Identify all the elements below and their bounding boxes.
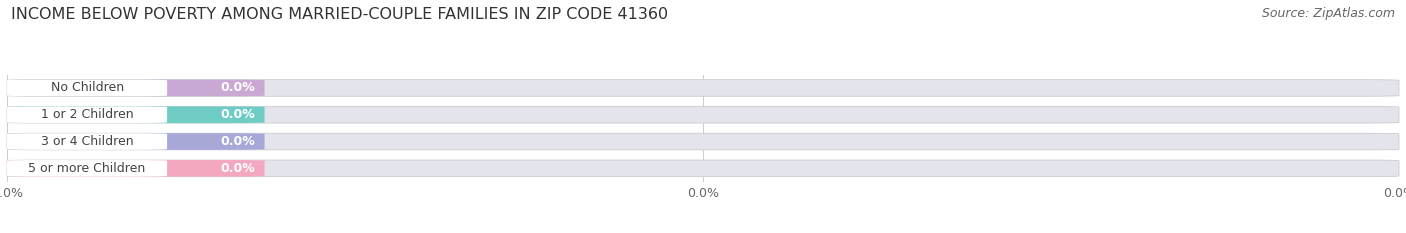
FancyBboxPatch shape [7, 133, 167, 150]
FancyBboxPatch shape [7, 106, 167, 123]
FancyBboxPatch shape [7, 160, 264, 177]
Text: 1 or 2 Children: 1 or 2 Children [41, 108, 134, 121]
Text: 0.0%: 0.0% [221, 108, 254, 121]
FancyBboxPatch shape [7, 80, 167, 96]
FancyBboxPatch shape [7, 133, 1399, 150]
Text: No Children: No Children [51, 82, 124, 94]
FancyBboxPatch shape [7, 133, 264, 150]
Text: 0.0%: 0.0% [221, 82, 254, 94]
FancyBboxPatch shape [7, 80, 1399, 96]
FancyBboxPatch shape [7, 106, 1399, 123]
Text: 5 or more Children: 5 or more Children [28, 162, 146, 175]
FancyBboxPatch shape [7, 80, 264, 96]
Text: 0.0%: 0.0% [221, 135, 254, 148]
Text: Source: ZipAtlas.com: Source: ZipAtlas.com [1261, 7, 1395, 20]
FancyBboxPatch shape [7, 106, 264, 123]
Text: 3 or 4 Children: 3 or 4 Children [41, 135, 134, 148]
FancyBboxPatch shape [7, 160, 167, 177]
FancyBboxPatch shape [7, 160, 1399, 177]
Text: INCOME BELOW POVERTY AMONG MARRIED-COUPLE FAMILIES IN ZIP CODE 41360: INCOME BELOW POVERTY AMONG MARRIED-COUPL… [11, 7, 668, 22]
Text: 0.0%: 0.0% [221, 162, 254, 175]
